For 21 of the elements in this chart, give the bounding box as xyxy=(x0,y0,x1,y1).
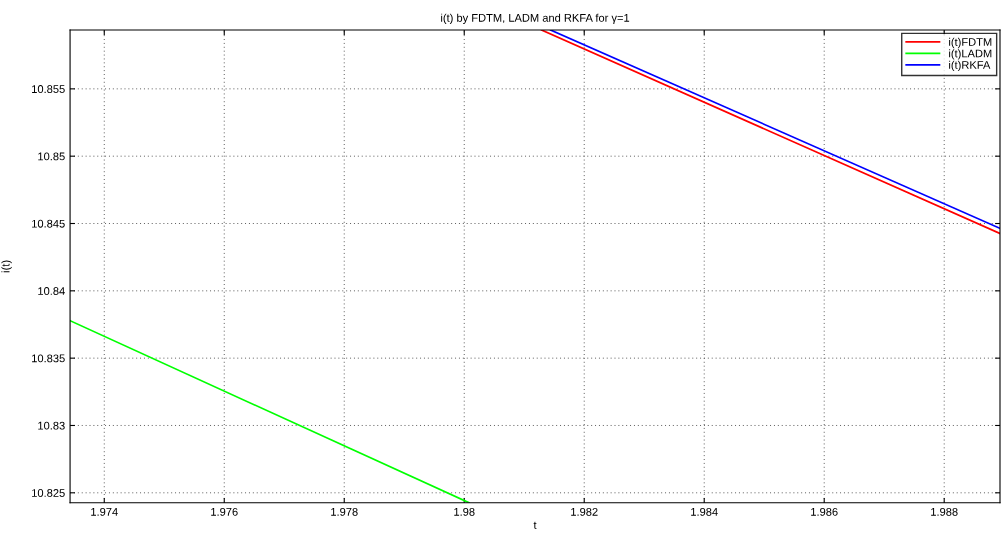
y-tick-label: 10.84 xyxy=(38,287,65,295)
x-tick-label: 1.978 xyxy=(331,507,358,516)
y-axis-title: i(t) xyxy=(1,260,12,273)
chart-title: i(t) by FDTM, LADM and RKFA for γ=1 xyxy=(441,13,630,24)
y-tick-label: 10.835 xyxy=(32,354,65,363)
legend-label: i(t)LADM xyxy=(949,49,992,60)
y-tick-label: 10.85 xyxy=(38,152,65,161)
y-tick-label: 10.825 xyxy=(32,489,65,497)
x-tick-label: 1.986 xyxy=(811,507,838,516)
legend-label: i(t)RKFA xyxy=(949,60,991,72)
y-tick-label: 10.855 xyxy=(32,85,65,93)
x-tick-label: 1.974 xyxy=(91,507,118,516)
x-tick-label: 1.976 xyxy=(211,507,238,516)
legend-label: i(t)FDTM xyxy=(949,37,992,49)
x-tick-label: 1.984 xyxy=(691,507,718,516)
y-tick-label: 10.83 xyxy=(38,421,65,430)
x-tick-label: 1.988 xyxy=(931,507,958,516)
x-tick-label: 1.982 xyxy=(571,507,598,516)
x-tick-label: 1.98 xyxy=(454,507,475,516)
x-axis-title: t xyxy=(533,521,537,529)
y-tick-label: 10.845 xyxy=(32,219,65,228)
